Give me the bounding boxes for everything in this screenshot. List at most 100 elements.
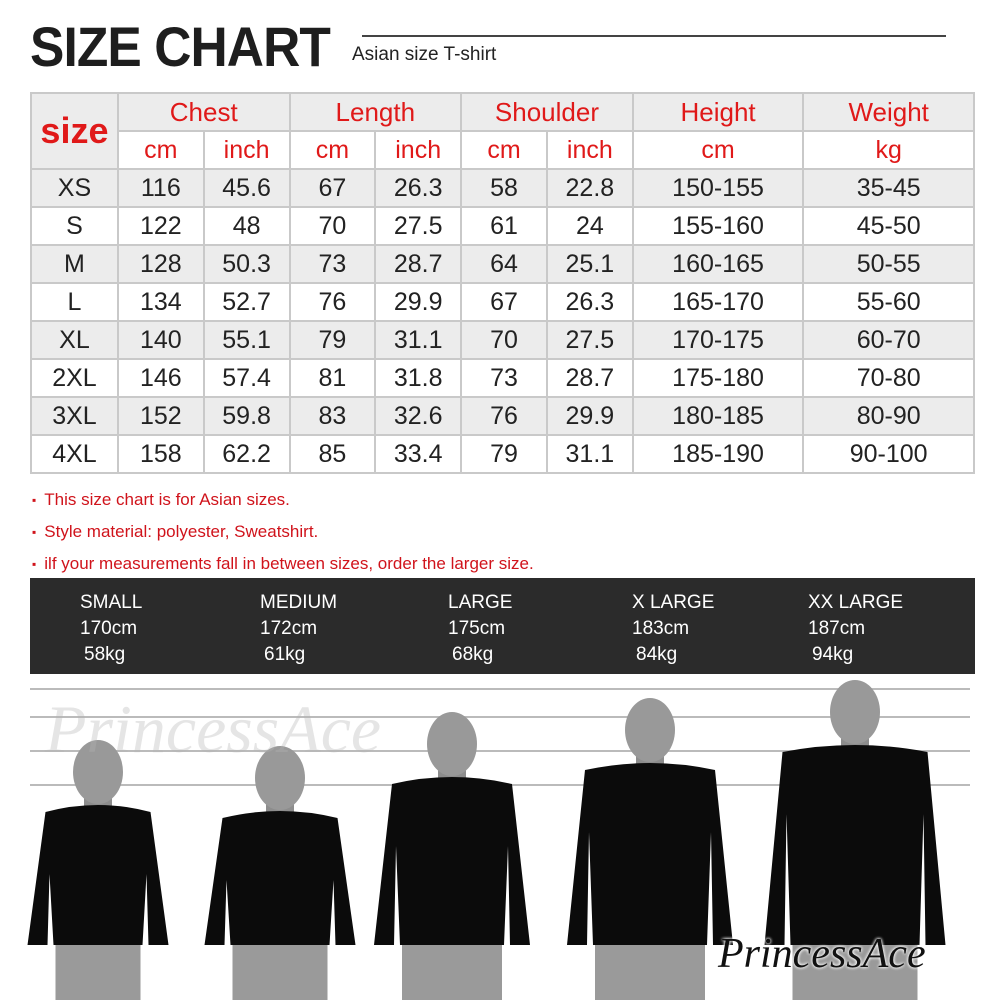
model-info: X LARGE 183cm 84kg [632, 590, 714, 668]
value-cell: 134 [116, 282, 205, 322]
model-silhouette [27, 740, 169, 1000]
value-cell: 55-60 [802, 282, 975, 322]
value-cell: 62.2 [202, 434, 291, 474]
value-cell: 128 [116, 244, 205, 284]
page-title: SIZE CHART [30, 15, 331, 78]
value-cell: 67 [288, 168, 377, 208]
table-row: L 134 52.7 76 29.9 67 26.3 165-170 55-60 [30, 282, 975, 322]
model-head [830, 680, 880, 744]
height-header: Height [631, 92, 805, 132]
model-weight: 94kg [812, 644, 854, 665]
value-cell: 80-90 [802, 396, 975, 436]
table-row: 3XL 152 59.8 83 32.6 76 29.9 180-185 80-90 [30, 396, 975, 436]
value-cell: 180-185 [631, 396, 805, 436]
model-info-band: SMALL 170cm 58kg MEDIUM 172cm 61kg LARGE 175cm 6… [30, 578, 975, 674]
model-silhouette [764, 680, 946, 1000]
value-cell: 57.4 [202, 358, 291, 398]
sweatshirt [567, 763, 733, 945]
size-cell: 3XL [30, 396, 119, 436]
model-height: 172cm [260, 618, 318, 639]
value-cell: 116 [116, 168, 205, 208]
table-row: 2XL 146 57.4 81 31.8 73 28.7 175-180 70-80 [30, 358, 975, 398]
model-head [73, 740, 123, 804]
model-weight: 58kg [84, 644, 126, 665]
model-head [427, 712, 477, 776]
value-cell: 73 [288, 244, 377, 284]
model-silhouette [567, 698, 733, 1000]
model-height: 175cm [448, 618, 506, 639]
value-cell: 27.5 [374, 206, 463, 246]
note-item: This size chart is for Asian sizes. [32, 484, 534, 516]
unit-header: cm [116, 130, 205, 170]
value-cell: 33.4 [374, 434, 463, 474]
value-cell: 64 [460, 244, 548, 284]
value-cell: 67 [460, 282, 548, 322]
model-info: SMALL 170cm 58kg [80, 590, 142, 668]
value-cell: 28.7 [545, 358, 634, 398]
model-info: XX LARGE 187cm 94kg [808, 590, 903, 668]
value-cell: 160-165 [631, 244, 805, 284]
value-cell: 185-190 [631, 434, 805, 474]
model-size: X LARGE [632, 592, 715, 613]
shoulder-header: Shoulder [460, 92, 634, 132]
value-cell: 60-70 [802, 320, 975, 360]
unit-header: inch [202, 130, 291, 170]
value-cell: 76 [288, 282, 377, 322]
value-cell: 175-180 [631, 358, 805, 398]
unit-header: cm [460, 130, 548, 170]
page-subtitle: Asian size T-shirt [352, 44, 497, 65]
model-head [625, 698, 675, 762]
value-cell: 81 [288, 358, 377, 398]
value-cell: 122 [116, 206, 205, 246]
value-cell: 170-175 [631, 320, 805, 360]
value-cell: 32.6 [374, 396, 463, 436]
model-weight: 84kg [636, 644, 678, 665]
value-cell: 35-45 [802, 168, 975, 208]
value-cell: 70-80 [802, 358, 975, 398]
chest-header: Chest [116, 92, 291, 132]
model-height: 183cm [632, 618, 690, 639]
note-item: ilf your measurements fall in between si… [32, 548, 533, 580]
value-cell: 55.1 [202, 320, 291, 360]
model-size: SMALL [80, 592, 143, 613]
model-head [255, 746, 305, 810]
value-cell: 52.7 [202, 282, 291, 322]
value-cell: 45-50 [802, 206, 975, 246]
model-size: XX LARGE [808, 592, 904, 613]
value-cell: 79 [460, 434, 548, 474]
table-row: XS 116 45.6 67 26.3 58 22.8 150-155 35-45 [30, 168, 975, 208]
value-cell: 45.6 [202, 168, 291, 208]
value-cell: 29.9 [374, 282, 463, 322]
value-cell: 31.1 [545, 434, 634, 474]
size-cell: XS [30, 168, 119, 208]
value-cell: 85 [288, 434, 377, 474]
model-silhouette [204, 746, 356, 1000]
table-row: M 128 50.3 73 28.7 64 25.1 160-165 50-55 [30, 244, 975, 284]
value-cell: 155-160 [631, 206, 805, 246]
size-cell: S [30, 206, 119, 246]
watermark: PrincessAce [45, 691, 382, 767]
table-row: S 122 48 70 27.5 61 24 155-160 45-50 [30, 206, 975, 246]
unit-header: kg [802, 130, 975, 170]
note-item: Style material: polyester, Sweatshirt. [32, 516, 534, 548]
watermark-logo: PrincessAce [718, 931, 926, 977]
value-cell: 158 [116, 434, 205, 474]
value-cell: 140 [116, 320, 205, 360]
table-row: 4XL 158 62.2 85 33.4 79 31.1 185-190 90-100 [30, 434, 975, 474]
unit-header: inch [545, 130, 634, 170]
sweatshirt [204, 811, 356, 945]
value-cell: 28.7 [374, 244, 463, 284]
notes-list: This size chart is for Asian sizes. Styl… [32, 484, 534, 580]
size-cell: L [30, 282, 119, 322]
size-cell: 4XL [30, 434, 119, 474]
value-cell: 25.1 [545, 244, 634, 284]
length-header: Length [288, 92, 463, 132]
value-cell: 70 [460, 320, 548, 360]
value-cell: 83 [288, 396, 377, 436]
value-cell: 165-170 [631, 282, 805, 322]
sweatshirt [27, 805, 169, 945]
model-info: LARGE 175cm 68kg [448, 590, 512, 668]
value-cell: 79 [288, 320, 377, 360]
title-divider [362, 35, 946, 37]
weight-header: Weight [802, 92, 975, 132]
